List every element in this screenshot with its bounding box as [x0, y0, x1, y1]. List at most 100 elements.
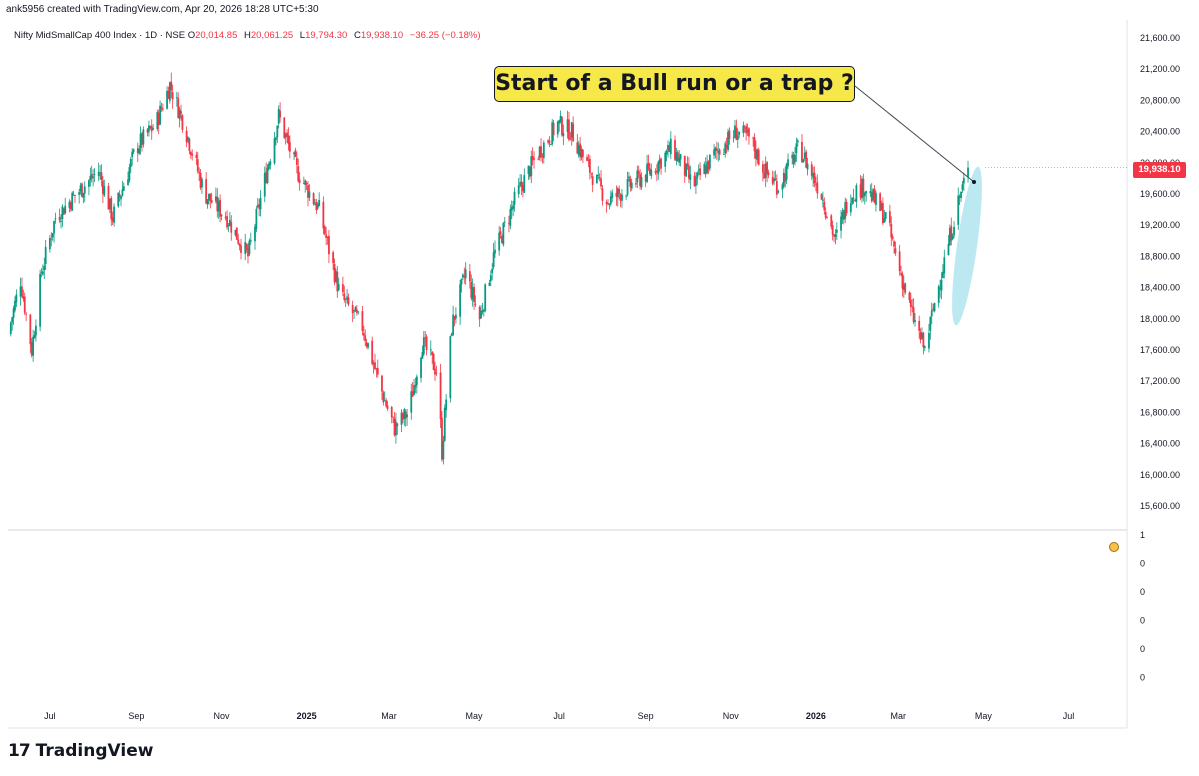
symbol-name[interactable]: Nifty MidSmallCap 400 Index · 1D · NSE	[14, 30, 186, 41]
y-tick-label: 21,600.00	[1140, 33, 1180, 43]
candle-body	[355, 309, 358, 313]
candle-body	[478, 307, 481, 320]
candle-body	[110, 197, 113, 220]
candle-body	[464, 269, 467, 279]
candle-body	[258, 204, 261, 209]
candle-body	[940, 279, 943, 291]
candle-body	[452, 314, 455, 335]
candle-body	[704, 165, 707, 175]
candle-body	[111, 217, 114, 222]
time-axis[interactable]: Jul Sep Nov 2025 Mar May Jul Sep Nov 2026 Mar May Ju…	[44, 711, 1074, 721]
last-price-badge: 19,938.10	[1133, 162, 1186, 178]
candle-body	[79, 185, 82, 192]
candle-body	[19, 286, 22, 297]
candle-body	[533, 158, 535, 160]
candle-body	[883, 217, 886, 223]
candle-body	[460, 278, 463, 285]
candle-body	[562, 133, 565, 137]
sub-pane-tick-label: 0	[1140, 616, 1145, 626]
tradingview-logo-icon: 17	[8, 741, 31, 761]
candle-body	[434, 368, 436, 375]
candle-body	[773, 178, 775, 182]
candle-body	[774, 178, 777, 181]
candle-body	[32, 336, 35, 356]
x-tick-label: Sep	[128, 711, 144, 721]
candle-body	[99, 172, 101, 173]
candle-body	[160, 107, 163, 109]
candle-body	[401, 413, 404, 420]
candle-body	[206, 199, 209, 205]
candle-body	[167, 90, 170, 99]
candle-body	[576, 142, 579, 154]
candle-body	[833, 234, 835, 237]
close-label: C	[353, 30, 361, 41]
candle-body	[228, 219, 231, 226]
candle-body	[406, 414, 408, 418]
candle-body	[74, 195, 76, 197]
candle-body	[178, 109, 181, 119]
candle-body	[89, 176, 92, 181]
close-value: 19,938.10	[360, 30, 404, 41]
candle-body	[849, 203, 852, 213]
candle-body	[295, 157, 298, 165]
candle-body	[745, 126, 748, 134]
candle-body	[48, 238, 51, 250]
candle-body	[958, 195, 961, 198]
candle-body	[382, 392, 385, 403]
candle-body	[509, 209, 512, 226]
candle-body	[284, 134, 287, 138]
candle-body	[734, 125, 736, 138]
candle-body	[344, 299, 347, 300]
candle-body	[424, 337, 427, 339]
candle-body	[161, 108, 164, 110]
price-axis[interactable]: 21,600.0021,200.0020,800.0020,400.0020,0…	[1140, 33, 1180, 511]
candle-body	[468, 271, 471, 282]
candle-body	[411, 391, 414, 397]
candle-body	[879, 193, 882, 211]
candle-body	[62, 208, 65, 215]
candle-body	[175, 97, 178, 99]
candle-body	[35, 325, 37, 336]
candle-body	[929, 316, 932, 331]
candle-body	[455, 314, 457, 319]
candle-body	[362, 332, 365, 336]
candle-body	[347, 297, 350, 305]
candle-body	[528, 167, 531, 177]
tradingview-logo[interactable]: 17 TradingView	[8, 741, 153, 761]
candle-body	[381, 375, 383, 392]
candle-body	[318, 200, 321, 206]
emoji-face-icon[interactable]	[1109, 542, 1119, 552]
candle-body	[960, 192, 962, 198]
candle-body	[816, 182, 819, 194]
candle-body	[136, 148, 139, 153]
candle-body	[187, 137, 189, 141]
annotation-callout[interactable]: Start of a Bull run or a trap ?	[494, 66, 855, 102]
candle-body	[742, 125, 745, 134]
candle-body	[628, 176, 630, 179]
candle-body	[831, 225, 834, 236]
candle-body	[586, 157, 588, 161]
candle-body	[608, 204, 611, 205]
candle-body	[273, 138, 276, 164]
candle-body	[498, 232, 501, 251]
candle-body	[928, 332, 930, 349]
candle-body	[865, 191, 868, 194]
candle-body	[189, 151, 192, 156]
candle-body	[470, 281, 473, 299]
candle-body	[908, 292, 911, 301]
candle-body	[658, 159, 661, 165]
highlight-layer	[952, 166, 982, 326]
annotation-anchor-dot	[972, 180, 976, 184]
chart-frame	[8, 20, 1128, 729]
candle-body	[508, 223, 510, 224]
candle-body	[209, 193, 212, 202]
x-tick-label: Sep	[638, 711, 654, 721]
candle-body	[374, 362, 376, 370]
candle-body	[121, 189, 124, 196]
candle-body	[156, 112, 159, 129]
x-tick-label: 2025	[297, 711, 317, 721]
candle-body	[346, 296, 348, 300]
candle-body	[755, 149, 757, 159]
candle-body	[238, 243, 241, 246]
